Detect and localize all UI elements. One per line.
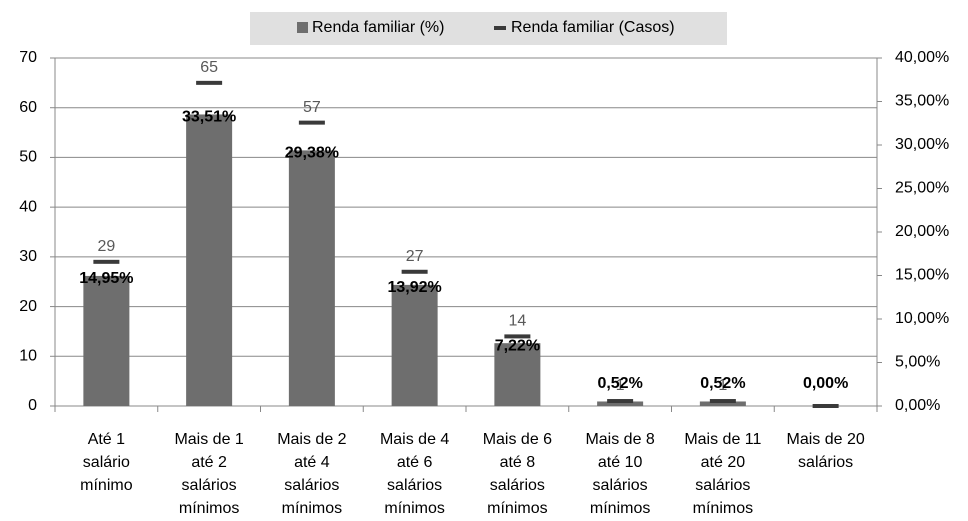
bar-label: 29,38%: [285, 145, 339, 162]
x-tick-label: salários: [490, 477, 545, 494]
x-tick-label: salários: [182, 477, 237, 494]
x-tick-label: Mais de 20: [786, 431, 864, 448]
case-label: 57: [303, 99, 321, 116]
x-tick-label: salários: [593, 477, 648, 494]
bar: [391, 284, 438, 406]
x-tick-label: até 8: [500, 454, 536, 471]
y-tick-label: 10: [19, 348, 37, 365]
bar: [186, 114, 233, 406]
x-tick-label: salários: [695, 477, 750, 494]
bar-label: 0,00%: [803, 375, 848, 392]
bar-label: 7,22%: [495, 337, 540, 354]
x-tick-label: Mais de 1: [174, 431, 243, 448]
y2-tick-label: 25,00%: [895, 180, 949, 197]
bar: [288, 150, 335, 406]
bar: [597, 401, 644, 406]
y-tick-label: 30: [19, 248, 37, 265]
bar-label: 0,52%: [700, 375, 745, 392]
x-tick-label: Até 1: [88, 431, 125, 448]
x-tick-label: Mais de 6: [483, 431, 552, 448]
case-label: 29: [97, 238, 115, 255]
case-label: 14: [508, 313, 526, 330]
y2-tick-label: 5,00%: [895, 354, 940, 371]
bar-label: 0,52%: [597, 375, 642, 392]
legend-swatch: [297, 22, 308, 33]
bar-label: 14,95%: [79, 270, 133, 287]
x-tick-label: Mais de 11: [684, 431, 761, 448]
y-tick-label: 20: [19, 298, 37, 315]
case-label: 65: [200, 59, 218, 76]
case-label: 27: [406, 248, 424, 265]
y2-tick-label: 10,00%: [895, 310, 949, 327]
case-label: 1: [718, 377, 727, 394]
x-tick-label: Mais de 4: [380, 431, 449, 448]
legend-box: [250, 12, 727, 45]
x-tick-label: mínimos: [487, 500, 547, 517]
bar: [494, 343, 541, 406]
x-tick-label: mínimos: [693, 500, 753, 517]
x-tick-label: mínimos: [282, 500, 342, 517]
x-tick-label: mínimos: [179, 500, 239, 517]
bar: [699, 401, 746, 406]
case-marker: [401, 269, 428, 274]
case-marker: [93, 259, 120, 264]
x-tick-label: salários: [284, 477, 339, 494]
x-tick-label: Mais de 8: [585, 431, 654, 448]
bar-label: 33,51%: [182, 109, 236, 126]
y2-tick-label: 35,00%: [895, 93, 949, 110]
x-tick-label: até 4: [294, 454, 330, 471]
bar: [83, 275, 130, 406]
y-tick-label: 50: [19, 149, 37, 166]
y2-tick-label: 20,00%: [895, 223, 949, 240]
bar-label: 13,92%: [387, 279, 441, 296]
y-tick-label: 0: [28, 397, 37, 414]
legend-label: Renda familiar (Casos): [511, 19, 675, 36]
x-tick-label: mínimo: [80, 477, 133, 494]
case-marker: [504, 334, 531, 339]
legend-swatch: [494, 26, 506, 30]
x-tick-label: salários: [387, 477, 442, 494]
x-tick-label: até 10: [598, 454, 643, 471]
x-tick-label: Mais de 2: [277, 431, 346, 448]
y2-tick-label: 40,00%: [895, 49, 949, 66]
x-tick-label: até 2: [191, 454, 227, 471]
x-tick-label: até 20: [701, 454, 746, 471]
x-tick-label: mínimos: [590, 500, 650, 517]
y2-tick-label: 30,00%: [895, 136, 949, 153]
case-marker: [812, 404, 839, 408]
x-tick-label: salário: [83, 454, 130, 471]
y-tick-label: 40: [19, 198, 37, 215]
y2-tick-label: 15,00%: [895, 267, 949, 284]
y-tick-label: 60: [19, 99, 37, 116]
case-marker: [709, 399, 736, 404]
legend-label: Renda familiar (%): [312, 19, 444, 36]
y-tick-label: 70: [19, 49, 37, 66]
case-marker: [607, 399, 634, 404]
case-marker: [298, 120, 325, 125]
y2-tick-label: 0,00%: [895, 397, 940, 414]
case-label: 1: [616, 377, 625, 394]
x-tick-label: salários: [798, 454, 853, 471]
x-tick-label: até 6: [397, 454, 433, 471]
case-marker: [196, 80, 223, 85]
x-tick-label: mínimos: [384, 500, 444, 517]
